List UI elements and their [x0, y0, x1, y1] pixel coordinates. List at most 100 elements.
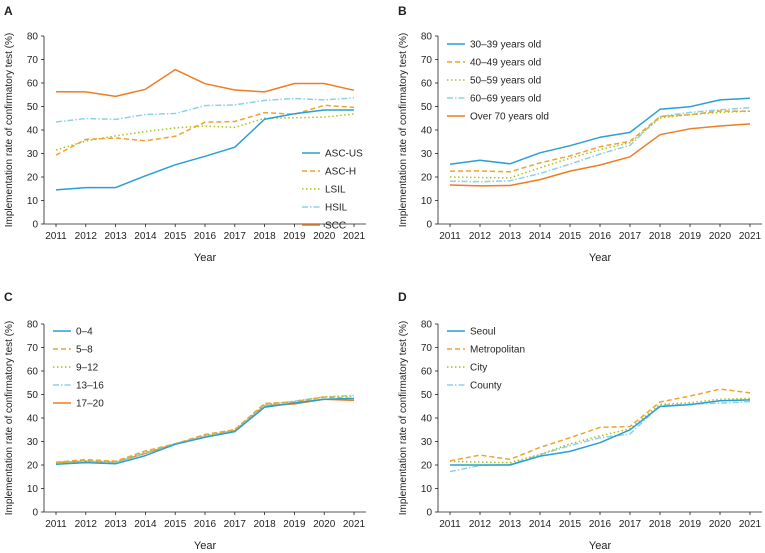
x-tick-label: 2017 [619, 231, 642, 242]
x-tick-label: 2018 [649, 519, 672, 530]
x-tick-label: 2012 [469, 519, 492, 530]
x-tick-label: 2020 [313, 231, 336, 242]
y-tick-label: 20 [27, 173, 39, 184]
x-tick-label: 2014 [134, 519, 157, 530]
x-tick-label: 2013 [104, 519, 127, 530]
chart-panel-b: B 0 10 20 30 40 50 60 70 80 2011 2012 2013 2014 2015 20… [398, 4, 762, 264]
series-line-county [449, 400, 751, 473]
legend-label: 40–49 years old [470, 58, 541, 69]
legend-label: 50–59 years old [470, 76, 541, 87]
legend-label: HSIL [325, 203, 348, 214]
x-tick-label: 2020 [709, 231, 732, 242]
x-tick-label: 2016 [194, 519, 217, 530]
chart-panel-a: A 0 10 20 30 40 50 60 70 80 2011 2012 2013 2014 2015 20… [4, 4, 366, 264]
x-tick-label: 2019 [283, 231, 306, 242]
y-tick-label: 50 [421, 102, 433, 113]
series-line-lsil [55, 113, 355, 151]
x-tick-label: 2021 [739, 231, 762, 242]
legend-label: 30–39 years old [470, 40, 541, 51]
y-tick-label: 0 [426, 220, 432, 231]
y-tick-label: 10 [27, 196, 39, 207]
y-axis-title: Implementation rate of confirmatory test… [398, 33, 409, 228]
x-tick-label: 2019 [679, 231, 702, 242]
y-tick-label: 80 [27, 320, 39, 331]
y-axis-title: Implementation rate of confirmatory test… [398, 321, 409, 516]
x-tick-label: 2018 [649, 231, 672, 242]
legend-label: 17–20 [76, 399, 104, 410]
x-tick-label: 2014 [529, 519, 552, 530]
panel-label: D [398, 290, 407, 304]
y-tick-label: 70 [27, 55, 39, 66]
x-tick-label: 2011 [45, 519, 67, 530]
legend-label: 13–16 [76, 381, 104, 392]
y-tick-label: 30 [421, 437, 433, 448]
y-tick-label: 30 [27, 149, 39, 160]
y-tick-label: 70 [421, 343, 433, 354]
legend: Seoul Metropolitan City County [447, 327, 525, 392]
x-tick-label: 2013 [104, 231, 127, 242]
x-tick-label: 2014 [529, 231, 552, 242]
y-tick-label: 20 [27, 461, 39, 472]
x-tick-label: 2015 [559, 519, 582, 530]
legend-label: SCC [325, 221, 346, 232]
y-tick-label: 40 [421, 414, 433, 425]
series-line-over-70-years-old [449, 123, 751, 187]
x-tick-label: 2012 [75, 231, 98, 242]
y-tick-label: 80 [27, 32, 39, 43]
legend-label: 60–69 years old [470, 94, 541, 105]
series-line-40-49-years-old [449, 110, 751, 173]
x-tick-label: 2012 [75, 519, 98, 530]
legend-label: County [470, 381, 502, 392]
x-tick-label: 2021 [739, 519, 762, 530]
x-tick-label: 2013 [499, 519, 522, 530]
y-tick-label: 60 [421, 79, 433, 90]
x-tick-label: 2013 [499, 231, 522, 242]
panel-label: B [398, 4, 407, 18]
y-tick-label: 10 [421, 196, 433, 207]
legend-label: ASC-H [325, 167, 356, 178]
y-tick-label: 0 [32, 220, 38, 231]
y-tick-label: 60 [27, 79, 39, 90]
x-tick-label: 2015 [164, 231, 187, 242]
legend: 0–4 5–8 9–12 13–16 17–20 [53, 327, 104, 410]
chart-panel-c: C 0 10 20 30 40 50 60 70 80 2011 2012 2013 2014 2015 20… [4, 290, 366, 552]
y-tick-label: 40 [27, 414, 39, 425]
y-tick-label: 30 [27, 437, 39, 448]
x-tick-label: 2015 [559, 231, 582, 242]
legend-label: ASC-US [325, 149, 363, 160]
y-axis-title: Implementation rate of confirmatory test… [4, 321, 15, 516]
x-tick-label: 2020 [709, 519, 732, 530]
y-tick-label: 80 [421, 320, 433, 331]
series-line-60-69-years-old [449, 106, 751, 183]
x-tick-label: 2021 [343, 519, 366, 530]
legend-label: Seoul [470, 327, 496, 338]
y-tick-label: 30 [421, 149, 433, 160]
y-axis-title: Implementation rate of confirmatory test… [4, 33, 15, 228]
series-line-city [449, 397, 751, 464]
x-tick-label: 2015 [164, 519, 187, 530]
x-axis-title: Year [194, 252, 217, 264]
y-tick-label: 50 [27, 390, 39, 401]
x-tick-label: 2017 [224, 519, 247, 530]
series-line-hsil [55, 97, 355, 123]
x-tick-label: 2017 [224, 231, 247, 242]
panel-label: A [4, 4, 13, 18]
x-tick-label: 2019 [679, 519, 702, 530]
y-tick-label: 40 [421, 126, 433, 137]
x-tick-label: 2018 [253, 231, 276, 242]
series-line-30-39-years-old [449, 97, 751, 166]
series-line-50-59-years-old [449, 110, 751, 179]
x-tick-label: 2016 [194, 231, 217, 242]
x-axis-title: Year [589, 540, 612, 552]
series-line-0-4 [55, 397, 355, 466]
x-tick-label: 2017 [619, 519, 642, 530]
x-tick-label: 2014 [134, 231, 157, 242]
x-axis-title: Year [194, 540, 217, 552]
panel-label: C [4, 290, 13, 304]
series-line-9-12 [55, 395, 355, 464]
y-tick-label: 20 [421, 173, 433, 184]
x-tick-label: 2016 [589, 519, 612, 530]
y-tick-label: 40 [27, 126, 39, 137]
x-tick-label: 2021 [343, 231, 366, 242]
